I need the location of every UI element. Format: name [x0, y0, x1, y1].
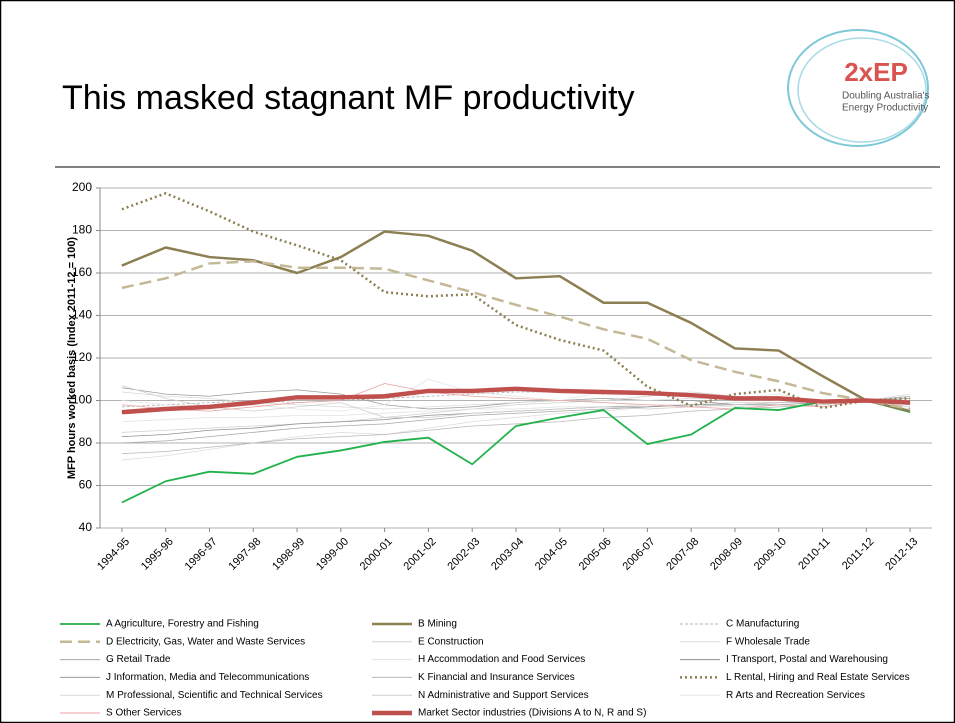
legend-label: N Administrative and Support Services: [418, 690, 589, 701]
y-tick-label: 200: [72, 180, 92, 194]
series-line: [121, 260, 911, 411]
legend-label: M Professional, Scientific and Technical…: [106, 690, 323, 701]
y-tick-label: 40: [79, 520, 93, 534]
logo-ring: [797, 37, 927, 143]
legend-label: A Agriculture, Forestry and Fishing: [106, 619, 259, 630]
legend-label: C Manufacturing: [726, 619, 799, 630]
y-tick-label: 60: [79, 478, 93, 492]
series-line: [121, 399, 911, 504]
logo-tagline: Energy Productivity: [842, 103, 928, 114]
slide-title: This masked stagnant MF productivity: [62, 79, 635, 117]
logo-name: 2xEP: [844, 57, 908, 87]
legend-label: Market Sector industries (Divisions A to…: [418, 708, 646, 719]
y-axis-label: MFP hours worked basis (Index 2011-12 = …: [66, 237, 78, 480]
series-line: [121, 395, 911, 455]
legend-label: J Information, Media and Telecommunicati…: [106, 672, 309, 683]
y-tick-label: 160: [72, 265, 92, 279]
y-tick-label: 180: [72, 223, 92, 237]
legend-label: H Accommodation and Food Services: [418, 654, 585, 665]
legend-label: F Wholesale Trade: [726, 636, 810, 647]
legend-label: E Construction: [418, 636, 484, 647]
legend-label: I Transport, Postal and Warehousing: [726, 654, 888, 665]
legend-label: D Electricity, Gas, Water and Waste Serv…: [106, 636, 305, 647]
legend-label: K Financial and Insurance Services: [418, 672, 575, 683]
y-tick-label: 100: [72, 393, 92, 407]
y-tick-label: 140: [72, 308, 92, 322]
series-line: [121, 385, 911, 418]
series-line: [121, 192, 911, 410]
legend-label: L Rental, Hiring and Real Estate Service…: [726, 672, 910, 683]
logo-tagline: Doubling Australia's: [842, 91, 930, 102]
legend-label: G Retail Trade: [106, 654, 171, 665]
logo-ring: [787, 29, 929, 147]
logo: 2xEP Doubling Australia's Energy Product…: [787, 29, 930, 147]
y-tick-label: 80: [79, 435, 93, 449]
legend-label: R Arts and Recreation Services: [726, 690, 865, 701]
series-line: [121, 386, 911, 415]
legend-label: B Mining: [418, 619, 457, 630]
series-line: [121, 383, 911, 412]
y-tick-label: 120: [72, 350, 92, 364]
legend-label: S Other Services: [106, 708, 182, 719]
